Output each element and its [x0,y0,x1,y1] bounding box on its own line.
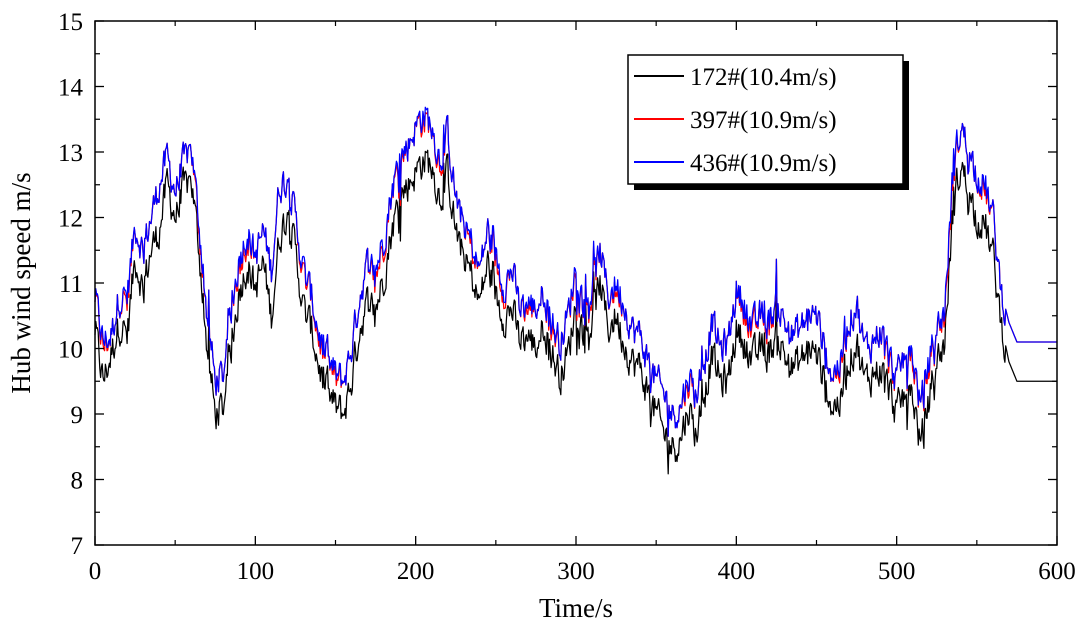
x-tick-label: 100 [237,558,275,585]
x-axis-title: Time/s [539,593,613,623]
x-tick-label: 400 [718,558,756,585]
labels-layer: 0 100 200 300 400 500 600 7 8 9 10 11 12 13 14 15 [58,9,1076,585]
x-tick-label: 0 [89,558,102,585]
legend-label-397: 397#(10.9m/s) [690,107,837,134]
x-tick-label: 200 [397,558,435,585]
x-tick-label: 300 [557,558,595,585]
y-tick-label: 9 [71,402,84,429]
y-tick-label: 11 [59,271,83,298]
y-tick-label: 12 [58,206,83,233]
x-tick-label: 500 [878,558,916,585]
legend-label-172: 172#(10.4m/s) [690,64,837,91]
series-172 [94,149,1057,475]
series-layer [94,106,1057,475]
y-tick-label: 15 [58,9,83,36]
legend-label-436: 436#(10.9m/s) [690,150,837,177]
y-tick-label: 13 [58,140,83,167]
x-tick-label: 600 [1038,558,1076,585]
y-tick-label: 14 [58,75,84,102]
ticks-layer [94,20,1058,546]
y-tick-label: 8 [71,468,84,495]
series-436 [94,106,1057,437]
y-tick-label: 10 [58,337,83,364]
y-tick-label: 7 [71,533,84,560]
legend: 172#(10.4m/s) 397#(10.9m/s) 436#(10.9m/s… [627,54,909,190]
y-axis-title: Hub wind speed m/s [6,172,36,393]
